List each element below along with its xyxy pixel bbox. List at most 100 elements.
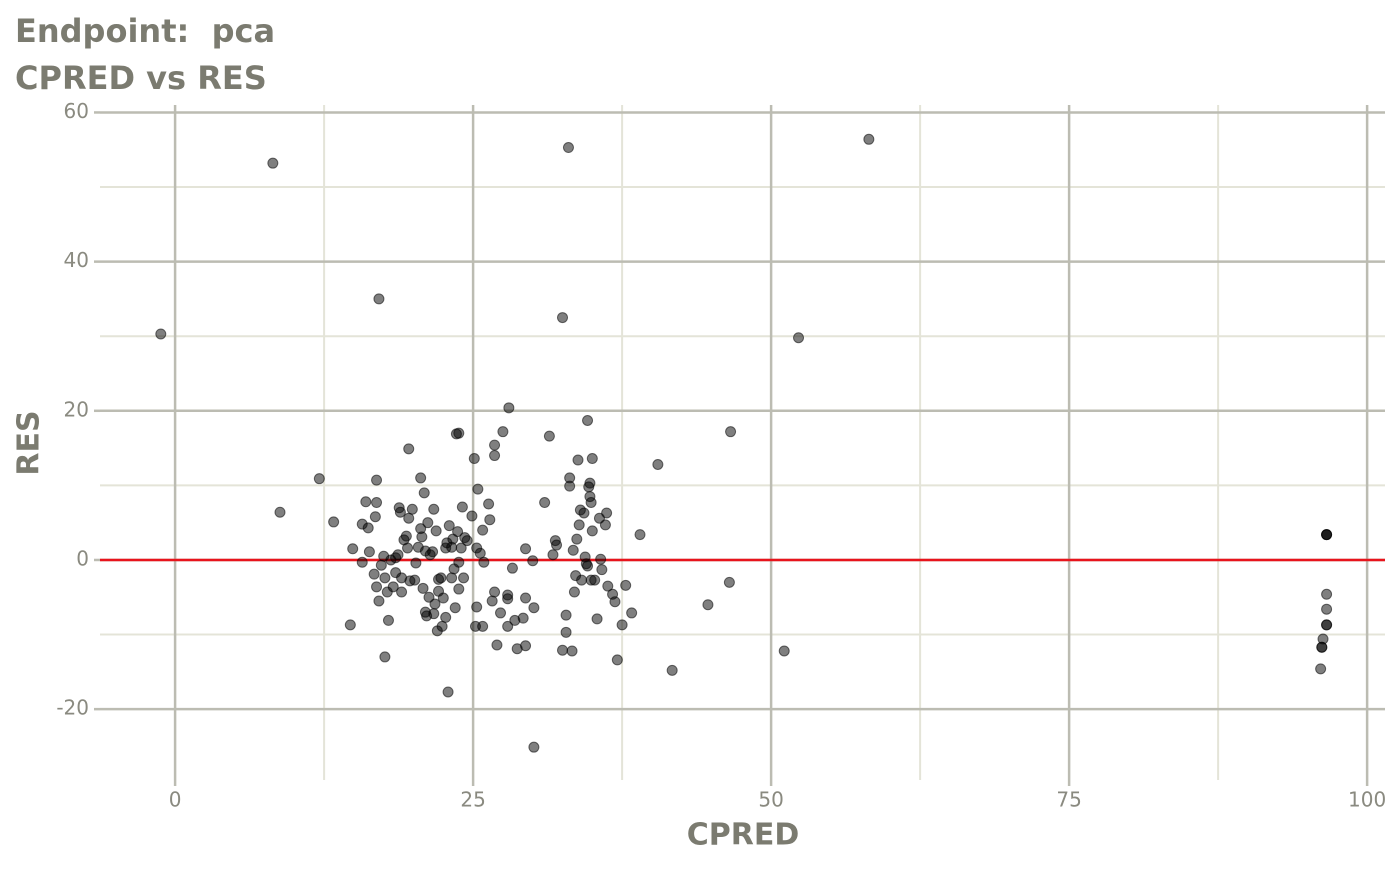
point [1321,619,1333,631]
point [428,608,440,620]
point [666,664,678,676]
y-tick-label: 20 [64,397,89,421]
point [410,557,422,569]
point [437,592,449,604]
point [379,651,391,663]
point [543,430,555,442]
point [502,620,514,632]
point [379,572,391,584]
point [634,529,646,541]
point [471,601,483,613]
point [449,602,461,614]
point [560,626,572,638]
point [539,497,551,509]
point [520,640,532,652]
point [418,487,430,499]
point [478,556,490,568]
point [520,592,532,604]
point [466,510,478,522]
point [409,574,421,586]
point [392,549,404,561]
point [483,498,495,510]
point [528,741,540,753]
point [502,593,514,605]
point [573,519,585,531]
point [417,582,429,594]
point [274,506,286,518]
point [406,503,418,515]
point [1321,588,1333,600]
point [313,473,325,485]
point [456,501,468,513]
point [1316,641,1328,653]
point [611,654,623,666]
point [360,496,372,508]
point [557,312,569,324]
point [422,517,434,529]
point [375,559,387,571]
point [506,562,518,574]
point [528,602,540,614]
y-tick-label: 60 [64,99,89,123]
point [484,514,496,526]
point [1315,663,1327,675]
point [387,581,399,593]
point [489,586,501,598]
point [517,612,529,624]
point [557,644,569,656]
point [725,426,737,438]
point [453,583,465,595]
point [400,530,412,542]
point [453,427,465,439]
point [394,506,406,518]
point [363,546,375,558]
point [527,555,539,567]
point [458,572,470,584]
point [455,542,467,554]
point [572,454,584,466]
point [491,639,503,651]
point [586,453,598,465]
x-tick-label: 25 [460,788,485,812]
point [576,574,588,586]
point [599,519,611,531]
y-tick-label: 0 [76,546,89,570]
point [371,497,383,509]
point [793,332,805,344]
point [446,572,458,584]
point [155,328,167,340]
point [267,157,279,169]
point [723,576,735,588]
point [427,546,439,558]
point [328,516,340,528]
point [1321,603,1333,615]
point [369,511,381,523]
point [429,598,441,610]
point [503,402,515,414]
point [452,526,464,538]
point [489,450,501,462]
point [396,586,408,598]
point [551,539,563,551]
x-tick-label: 75 [1056,788,1081,812]
point [486,595,498,607]
point [585,497,597,509]
point [430,525,442,537]
point [495,607,507,619]
point [591,613,603,625]
x-axis-title: CPRED [687,818,800,853]
point [435,572,447,584]
point [626,607,638,619]
point [468,453,480,465]
x-tick-label: 0 [169,788,182,812]
point [402,542,414,554]
point [362,522,374,534]
point [547,549,559,561]
point [562,142,574,154]
y-tick-label: 40 [64,248,89,272]
point [620,579,632,591]
point [489,439,501,451]
point [601,507,613,519]
point [564,480,576,492]
point [596,564,608,576]
